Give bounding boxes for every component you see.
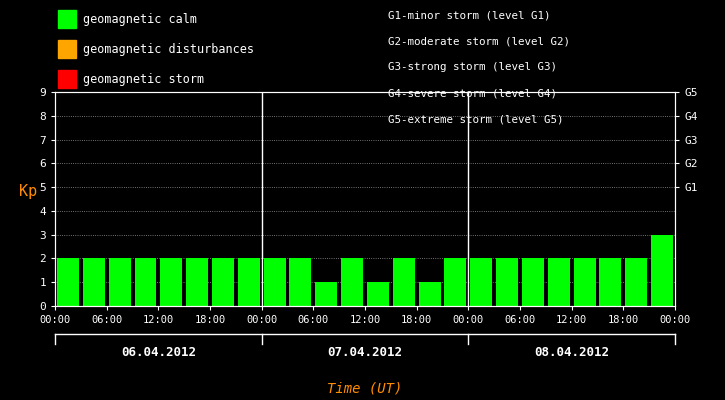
Bar (393, 258, 415, 306)
Bar (109, 258, 130, 306)
Text: 08.04.2012: 08.04.2012 (534, 346, 609, 359)
Text: G3-strong storm (level G3): G3-strong storm (level G3) (388, 62, 557, 72)
Bar (160, 258, 182, 306)
Bar (600, 258, 621, 306)
Text: G4-severe storm (level G4): G4-severe storm (level G4) (388, 88, 557, 98)
Text: G2-moderate storm (level G2): G2-moderate storm (level G2) (388, 36, 570, 46)
Bar (83, 258, 105, 306)
Text: geomagnetic storm: geomagnetic storm (83, 72, 204, 86)
Bar (264, 258, 286, 306)
Bar (212, 258, 234, 306)
Bar (471, 258, 492, 306)
Bar (135, 258, 157, 306)
Bar (367, 282, 389, 306)
Text: 07.04.2012: 07.04.2012 (328, 346, 402, 359)
Y-axis label: Kp: Kp (19, 184, 37, 199)
Bar (289, 258, 312, 306)
Text: 06.04.2012: 06.04.2012 (121, 346, 196, 359)
Bar (57, 258, 79, 306)
Bar (522, 258, 544, 306)
Bar (238, 258, 260, 306)
Bar (315, 282, 337, 306)
Bar (573, 258, 595, 306)
Text: geomagnetic calm: geomagnetic calm (83, 12, 197, 26)
Bar (548, 258, 570, 306)
Text: G1-minor storm (level G1): G1-minor storm (level G1) (388, 10, 550, 20)
Bar (651, 235, 673, 306)
Bar (444, 258, 466, 306)
Bar (625, 258, 647, 306)
Bar (418, 282, 441, 306)
Bar (186, 258, 208, 306)
Text: G5-extreme storm (level G5): G5-extreme storm (level G5) (388, 114, 563, 124)
Text: geomagnetic disturbances: geomagnetic disturbances (83, 42, 254, 56)
Bar (496, 258, 518, 306)
Bar (341, 258, 363, 306)
Text: Time (UT): Time (UT) (328, 382, 402, 396)
